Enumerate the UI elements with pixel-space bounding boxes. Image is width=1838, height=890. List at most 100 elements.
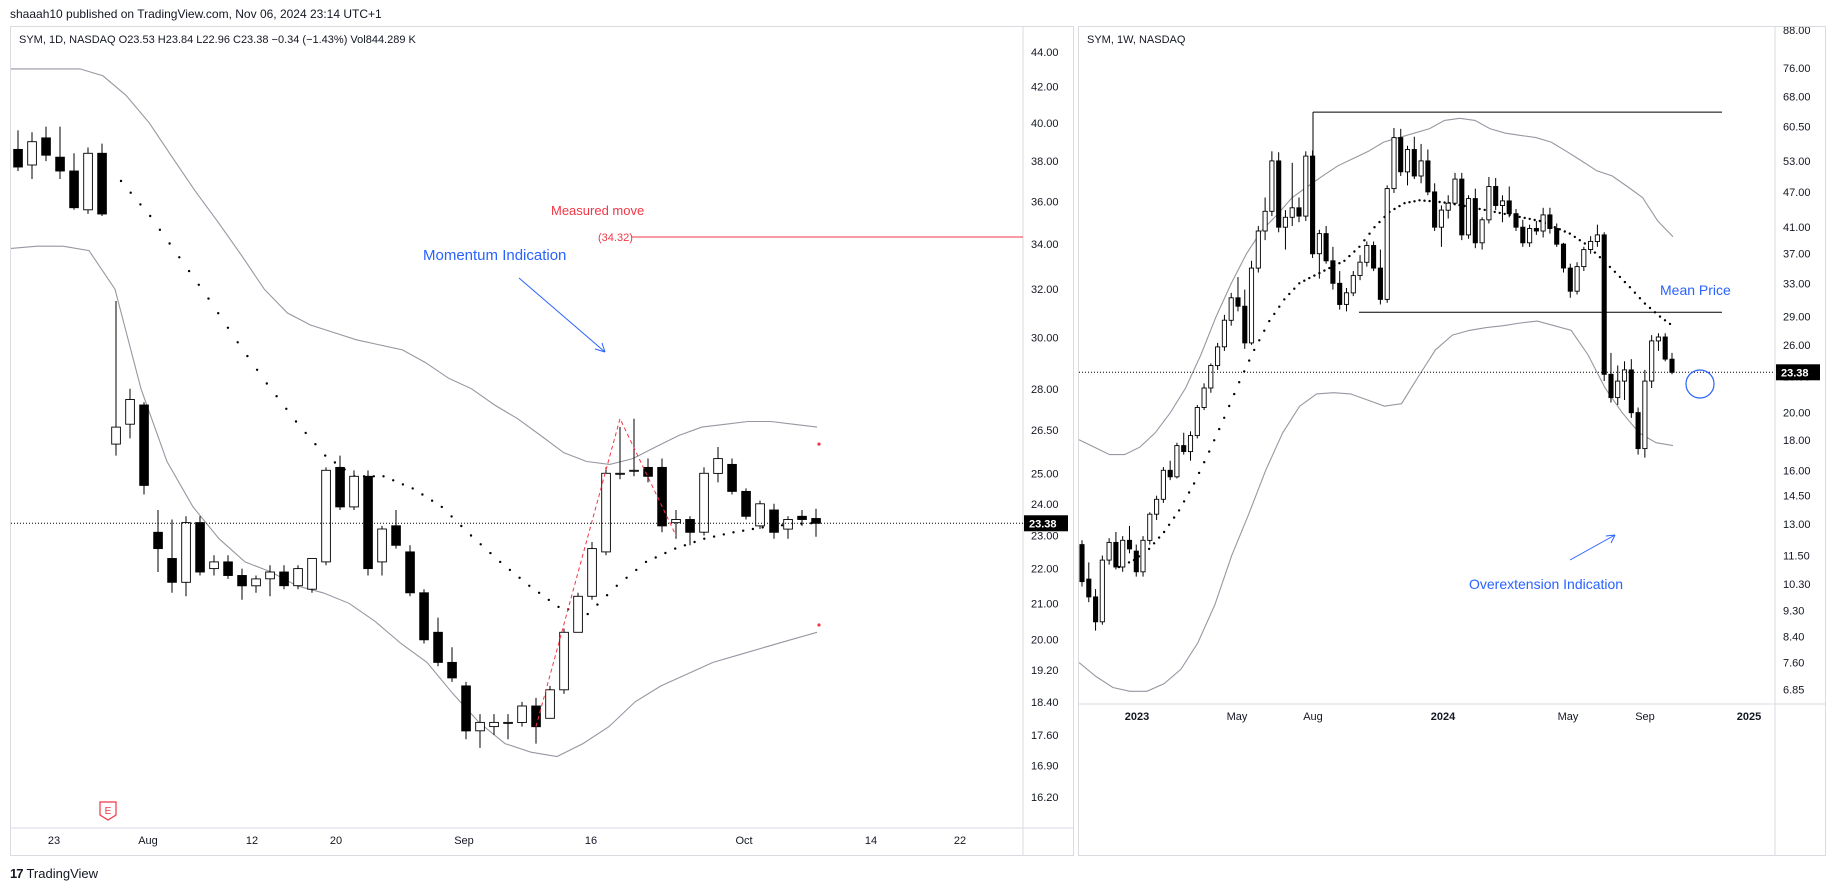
mean-price-dot — [1152, 542, 1156, 545]
mean-price-dot — [1553, 226, 1556, 229]
mean-price-dot — [1197, 471, 1201, 475]
price-tick-label: 68.00 — [1783, 92, 1811, 104]
mean-price-dot — [1248, 359, 1251, 362]
mean-price-dot — [1498, 211, 1501, 215]
price-tick-label: 23.00 — [1031, 530, 1059, 542]
mean-price-dot — [1127, 561, 1131, 564]
price-tick-label: 21.00 — [1031, 598, 1059, 610]
mean-price-dot — [693, 540, 696, 544]
mean-price-dot — [1328, 266, 1331, 270]
mean-price-dot — [1493, 210, 1496, 214]
price-tick-label: 34.00 — [1031, 239, 1059, 251]
price-tick-label: 16.20 — [1031, 792, 1059, 804]
mean-price-dot — [586, 612, 589, 616]
mean-price-dot — [1182, 500, 1186, 503]
mean-price-dot — [1538, 219, 1541, 223]
mean-price-dot — [246, 354, 249, 358]
candle-body — [1215, 346, 1221, 367]
mean-price-dot — [1438, 200, 1441, 204]
mean-price-dot — [187, 269, 191, 273]
mean-price-dot — [1363, 239, 1366, 242]
mean-price-dot — [1218, 427, 1221, 431]
candle-body — [713, 458, 723, 474]
mean-price-dot — [1303, 279, 1306, 282]
candle-body — [335, 466, 345, 508]
candle-body — [545, 689, 555, 719]
candle-body — [1486, 186, 1492, 221]
price-tick-label: 20.00 — [1783, 408, 1811, 420]
candle-body — [349, 475, 359, 508]
candle-body — [447, 661, 457, 679]
mean-price-dot — [1253, 348, 1256, 352]
daily-chart-panel[interactable]: SYM, 1D, NASDAQ O23.53 H23.84 L22.96 C23… — [10, 26, 1074, 856]
mean-price-dot — [382, 475, 385, 478]
price-tick-label: 9.30 — [1783, 605, 1804, 617]
time-tick-label: Oct — [735, 835, 752, 847]
candle-body — [1615, 380, 1621, 399]
candle-body — [461, 685, 471, 732]
mean-price-dot — [1598, 256, 1602, 259]
weekly-chart-panel[interactable]: SYM, 1W, NASDAQ 88.00 76.00 68.00 60.50 53.00… — [1078, 26, 1826, 856]
mean-price-dot — [294, 420, 298, 423]
price-tick-label: 24.00 — [1031, 499, 1059, 511]
price-tick-label: 13.00 — [1783, 519, 1811, 531]
candle-body — [1608, 373, 1614, 399]
time-tick-label: Aug — [1303, 711, 1323, 723]
candle-body — [223, 561, 233, 576]
mean-price-dot — [1157, 536, 1161, 539]
candle-body — [1316, 233, 1322, 255]
mean-price-dot — [712, 535, 716, 538]
candle-body — [1425, 160, 1431, 193]
candle-body — [1120, 539, 1126, 568]
candle-body — [1621, 369, 1628, 382]
mean-price-dot — [139, 203, 142, 206]
measured-move-value: (34.32) — [598, 232, 633, 244]
candle-body — [699, 472, 709, 533]
price-tick-label: 8.40 — [1783, 632, 1804, 644]
candle-body — [769, 509, 779, 533]
mean-price-dot — [275, 395, 278, 398]
time-tick-label: Sep — [454, 835, 474, 847]
candle-body — [1547, 214, 1553, 229]
mean-price-dot — [1563, 230, 1566, 233]
price-tick-label: 26.50 — [1031, 425, 1059, 437]
price-tick-label: 6.85 — [1783, 684, 1804, 696]
mean-price-dot — [479, 543, 482, 546]
price-tick-label: 18.40 — [1031, 697, 1059, 709]
daily-chart-svg[interactable]: SYM, 1D, NASDAQ O23.53 H23.84 L22.96 C23… — [11, 27, 1073, 855]
price-tick-label: 37.00 — [1783, 249, 1811, 261]
price-tick-label: 16.00 — [1783, 465, 1811, 477]
mean-price-dot — [1187, 491, 1191, 494]
price-tick-label: 30.00 — [1031, 332, 1059, 344]
candle-body — [1533, 228, 1539, 232]
candle-body — [1113, 541, 1119, 568]
candle-body — [419, 592, 429, 641]
candle-body — [727, 463, 737, 492]
candle-body — [601, 472, 611, 553]
candle-body — [1337, 282, 1343, 305]
candle-body — [1079, 544, 1085, 583]
candle-body — [1601, 234, 1607, 375]
price-tick-label: 20.00 — [1031, 635, 1059, 647]
candle-body — [1106, 541, 1112, 561]
price-tick-label: 28.00 — [1031, 384, 1059, 396]
candle-body — [111, 426, 121, 445]
mean-price-dot — [1628, 286, 1632, 289]
mean-price-dot — [1608, 265, 1612, 269]
price-tick-label: 10.30 — [1783, 579, 1811, 591]
mean-price-dot — [1172, 516, 1176, 519]
candle-body — [1560, 243, 1567, 269]
candle-body — [125, 399, 135, 425]
earnings-marker-icon — [99, 801, 117, 821]
mean-price-dot — [1408, 201, 1411, 204]
candle-body — [1235, 297, 1241, 307]
mean-price-dot — [508, 568, 512, 572]
price-tick-label: 7.60 — [1783, 658, 1804, 670]
weekly-chart-svg[interactable]: SYM, 1W, NASDAQ 88.00 76.00 68.00 60.50 53.00… — [1079, 27, 1825, 855]
mean-price-dot — [1413, 200, 1416, 203]
candle-body — [83, 152, 93, 211]
price-tick-label: 17.60 — [1031, 730, 1059, 742]
candle-body — [69, 170, 79, 209]
mean-price-dot — [1338, 262, 1341, 265]
mean-price-dot — [654, 556, 657, 559]
